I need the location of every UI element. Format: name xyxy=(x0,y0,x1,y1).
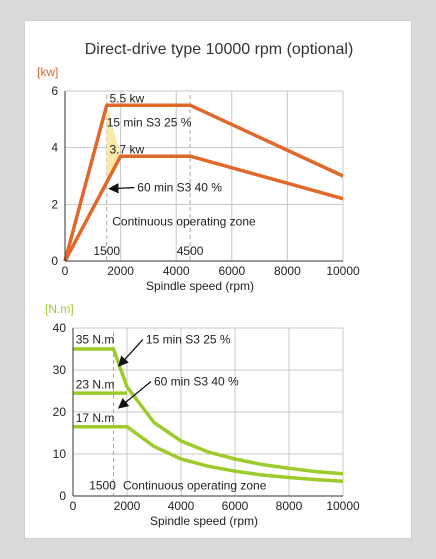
annotation-label: 15 min S3 25 % xyxy=(107,115,192,129)
y-tick-label: 10 xyxy=(53,447,67,461)
chart-figure: Direct-drive type 10000 rpm (optional) 1… xyxy=(37,41,360,528)
chart-title: Direct-drive type 10000 rpm (optional) xyxy=(85,41,354,58)
x-tick-label: 6000 xyxy=(222,499,249,513)
x-tick-label: 0 xyxy=(70,499,77,513)
y-tick-label: 30 xyxy=(53,363,67,377)
y-tick-label: 2 xyxy=(51,197,58,211)
annotation-arrow xyxy=(117,381,152,409)
series-line-s3-40 xyxy=(63,154,344,262)
annotation-label: 60 min S3 40 % xyxy=(154,375,239,389)
x-tick-label: 10000 xyxy=(326,264,360,278)
annotation-arrow xyxy=(118,339,144,367)
x-tick-label: 2000 xyxy=(114,499,141,513)
series-line-s3-25 xyxy=(73,347,344,476)
annotation-label: 15 min S3 25 % xyxy=(146,333,231,347)
y-tick-label: 0 xyxy=(59,489,66,503)
reference-line-label: 1500 xyxy=(93,244,120,258)
annotation-label: Continuous operating zone xyxy=(112,215,256,229)
x-tick-label: 4000 xyxy=(168,499,195,513)
series-line-s3-40 xyxy=(73,424,344,484)
y-tick-label: 0 xyxy=(51,254,58,268)
torque-chart: 0 2000 4000 6000 8000 10000 0 10 20 30 40 Spindle s… xyxy=(45,302,360,528)
x-axis-label: Spindle speed (rpm) xyxy=(150,514,258,528)
series-line-s3-25 xyxy=(63,103,344,262)
annotation-arrow xyxy=(108,183,135,194)
y-axis-label: [kw] xyxy=(37,65,58,79)
annotation-label: 1500 xyxy=(89,479,116,493)
y-tick-label: 40 xyxy=(53,321,67,335)
annotation-label: 5.5 kw xyxy=(109,91,144,105)
power-chart: 1500 4500 0 2000 4000 6000 8000 10000 0 2 4 6 Spindl… xyxy=(37,65,360,293)
x-tick-label: 2000 xyxy=(107,264,134,278)
y-tick-label: 6 xyxy=(51,84,58,98)
x-tick-label: 10000 xyxy=(326,499,360,513)
x-tick-label: 4000 xyxy=(163,264,190,278)
intermittent-zone xyxy=(106,105,121,182)
y-tick-label: 20 xyxy=(53,405,67,419)
x-tick-label: 0 xyxy=(62,264,69,278)
x-axis-label: Spindle speed (rpm) xyxy=(146,279,254,293)
annotation-label: 3.7 kw xyxy=(109,142,144,156)
x-tick-label: 8000 xyxy=(274,264,301,278)
chart-card: Direct-drive type 10000 rpm (optional) 1… xyxy=(24,20,412,539)
reference-line-label: 4500 xyxy=(177,244,204,258)
annotation-label: Continuous operating zone xyxy=(123,479,267,493)
annotation-label: 23 N.m xyxy=(76,377,115,391)
annotation-label: 17 N.m xyxy=(76,411,115,425)
y-axis-label: [N.m] xyxy=(45,302,74,316)
x-tick-label: 8000 xyxy=(276,499,303,513)
annotation-label: 35 N.m xyxy=(76,333,115,347)
annotation-label: 60 min S3 40 % xyxy=(137,181,222,195)
y-tick-label: 4 xyxy=(51,141,58,155)
x-tick-label: 6000 xyxy=(218,264,245,278)
